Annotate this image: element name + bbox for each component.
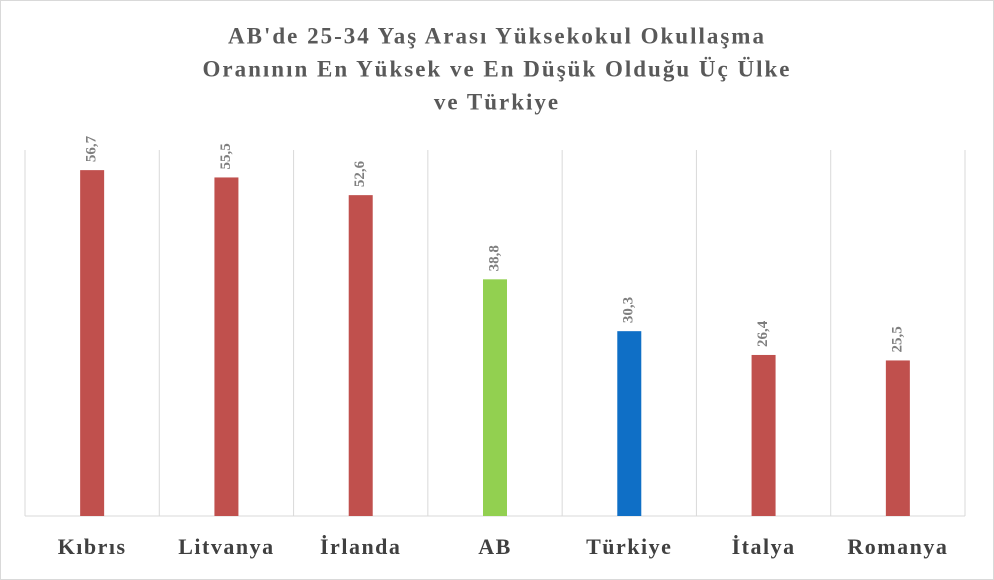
bar [751,354,776,516]
value-label: 55,5 [218,143,234,169]
value-label: 38,8 [486,245,502,271]
value-label: 52,6 [352,160,368,187]
chart-title: Oranının En Yüksek ve En Düşük Olduğu Üç… [203,56,792,81]
chart-title: ve Türkiye [434,89,560,114]
bar [214,177,239,516]
x-tick-label: İtalya [732,534,796,559]
x-tick-label: Litvanya [178,534,274,559]
x-tick-label: Romanya [847,534,948,559]
value-label: 56,7 [84,135,100,162]
value-label: 30,3 [621,297,637,323]
bar [617,331,642,516]
value-label: 26,4 [755,320,771,347]
bar [80,170,105,516]
bar [348,195,373,516]
chart-title: AB'de 25-34 Yaş Arası Yüksekokul Okullaş… [228,23,766,48]
value-label: 25,5 [889,326,905,352]
x-tick-label: Kıbrıs [58,534,127,559]
bar [483,279,507,516]
x-tick-label: Türkiye [586,534,672,559]
bar [885,360,910,516]
x-tick-label: İrlanda [320,534,401,559]
x-tick-label: AB [478,534,512,559]
